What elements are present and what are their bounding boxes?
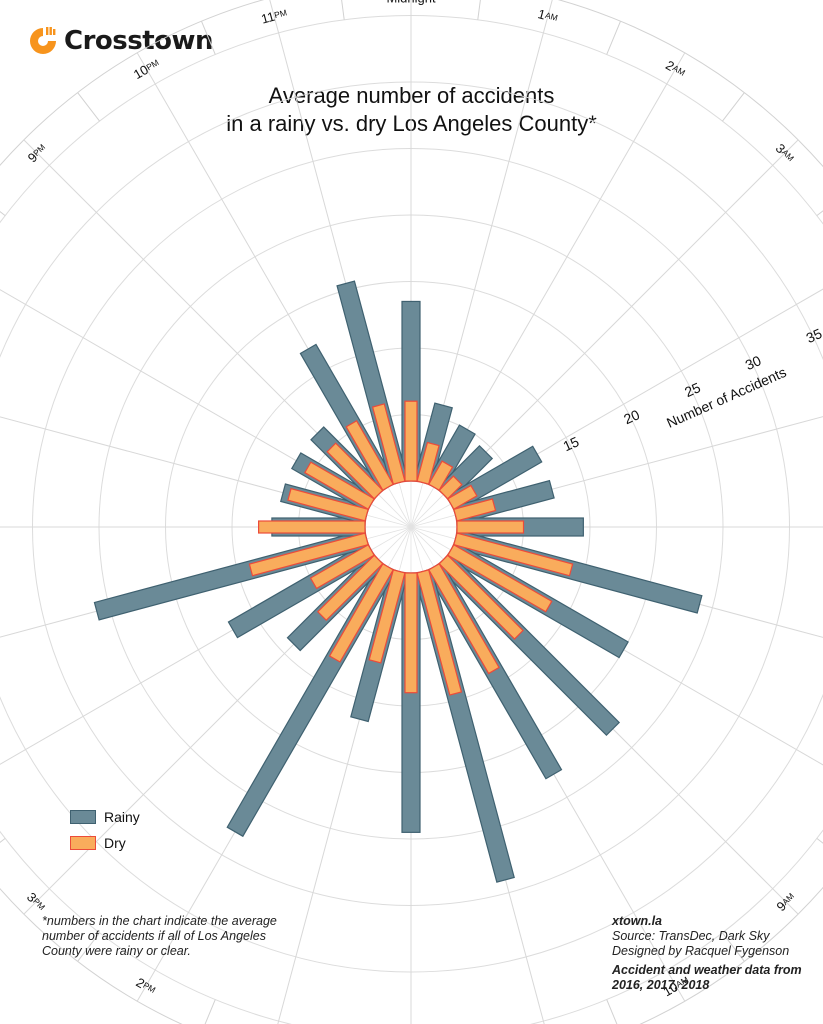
radial-tick-label: 20 <box>621 406 642 427</box>
hole-spoke <box>410 494 444 528</box>
dry-bar <box>328 563 395 663</box>
dry-bar <box>316 554 384 622</box>
hole-spoke <box>410 526 444 560</box>
legend: Rainy Dry <box>70 804 140 856</box>
dry-bar <box>447 543 553 613</box>
dry-bar <box>447 484 478 511</box>
footnote: *numbers in the chart indicate the avera… <box>42 914 277 958</box>
dry-series <box>248 400 574 696</box>
dry-bar <box>416 441 440 485</box>
dry-bar <box>438 475 463 500</box>
hole-spoke <box>410 526 451 550</box>
dry-bar <box>345 419 395 491</box>
radial-tick-label: 30 <box>743 352 764 373</box>
brand-name: Crosstown <box>64 26 214 56</box>
dry-bar <box>416 569 463 696</box>
label-separator <box>816 210 823 217</box>
dry-bar <box>303 461 375 511</box>
dry-bar <box>456 520 525 534</box>
hour-label: Midnight <box>386 0 436 5</box>
label-separator <box>721 932 745 962</box>
label-separator <box>477 0 481 20</box>
radial-tick-label: 25 <box>682 379 703 400</box>
hole-spoke <box>410 514 455 528</box>
hole-spoke <box>410 526 455 540</box>
hole-spoke <box>398 483 412 528</box>
label-separator <box>77 932 101 962</box>
hole-spoke <box>371 526 412 550</box>
dry-bar <box>258 520 366 534</box>
label-separator <box>201 20 216 55</box>
dry-bar <box>248 532 369 577</box>
dry-bar <box>438 554 524 640</box>
hole-spoke <box>367 526 412 540</box>
legend-item-dry: Dry <box>70 830 140 856</box>
dry-bar <box>453 498 497 522</box>
label-separator <box>606 999 618 1024</box>
hole-spoke <box>378 526 412 560</box>
dry-bar <box>287 487 369 522</box>
legend-swatch-dry <box>70 836 96 850</box>
hole-spoke <box>398 526 412 571</box>
label-separator <box>77 92 101 122</box>
hole-spoke <box>410 483 424 528</box>
credits: xtown.la Source: TransDec, Dark Sky Desi… <box>612 914 817 993</box>
radial-tick-label: 35 <box>804 325 823 346</box>
legend-item-rainy: Rainy <box>70 804 140 830</box>
label-separator <box>0 837 6 844</box>
credits-source: Source: TransDec, Dark Sky <box>612 929 770 943</box>
hole-spoke <box>388 526 412 567</box>
dry-bar <box>368 569 406 664</box>
dry-bar <box>404 400 418 482</box>
dry-bar <box>453 532 574 577</box>
hole-spoke <box>410 526 434 567</box>
crosstown-mark-icon <box>30 27 56 54</box>
hole-spoke <box>388 487 412 528</box>
label-separator <box>0 210 6 217</box>
label-separator <box>606 20 621 55</box>
legend-swatch-rainy <box>70 810 96 824</box>
dry-bar <box>427 460 454 491</box>
hour-label: 2PM <box>134 974 159 997</box>
credits-designer: Designed by Racquel Fygenson <box>612 944 790 958</box>
dry-bar <box>427 563 500 675</box>
hour-label: 1AM <box>536 6 559 26</box>
dry-bar <box>371 403 406 485</box>
hour-label: 11PM <box>259 5 288 26</box>
hole-spoke <box>367 514 412 528</box>
label-separator <box>341 0 345 20</box>
radial-tick-label: 15 <box>561 433 582 454</box>
credits-data-note: Accident and weather data from 2016, 201… <box>612 963 802 992</box>
dry-bar <box>404 572 418 694</box>
dry-bar <box>309 543 375 590</box>
hole-spoke <box>378 494 412 528</box>
hole-spoke <box>371 504 412 528</box>
hole-spoke <box>410 487 434 528</box>
credits-site: xtown.la <box>612 914 663 928</box>
crosstown-logo: Crosstown <box>26 24 214 58</box>
legend-label-rainy: Rainy <box>104 809 140 825</box>
hour-label: 2AM <box>663 57 688 80</box>
label-separator <box>204 999 216 1024</box>
hole-spoke <box>410 504 451 528</box>
legend-label-dry: Dry <box>104 835 126 851</box>
dry-bar <box>326 442 384 500</box>
hole-spoke <box>410 526 424 571</box>
hour-label: 10PM <box>131 55 162 82</box>
label-separator <box>721 92 745 122</box>
label-separator <box>816 837 823 844</box>
